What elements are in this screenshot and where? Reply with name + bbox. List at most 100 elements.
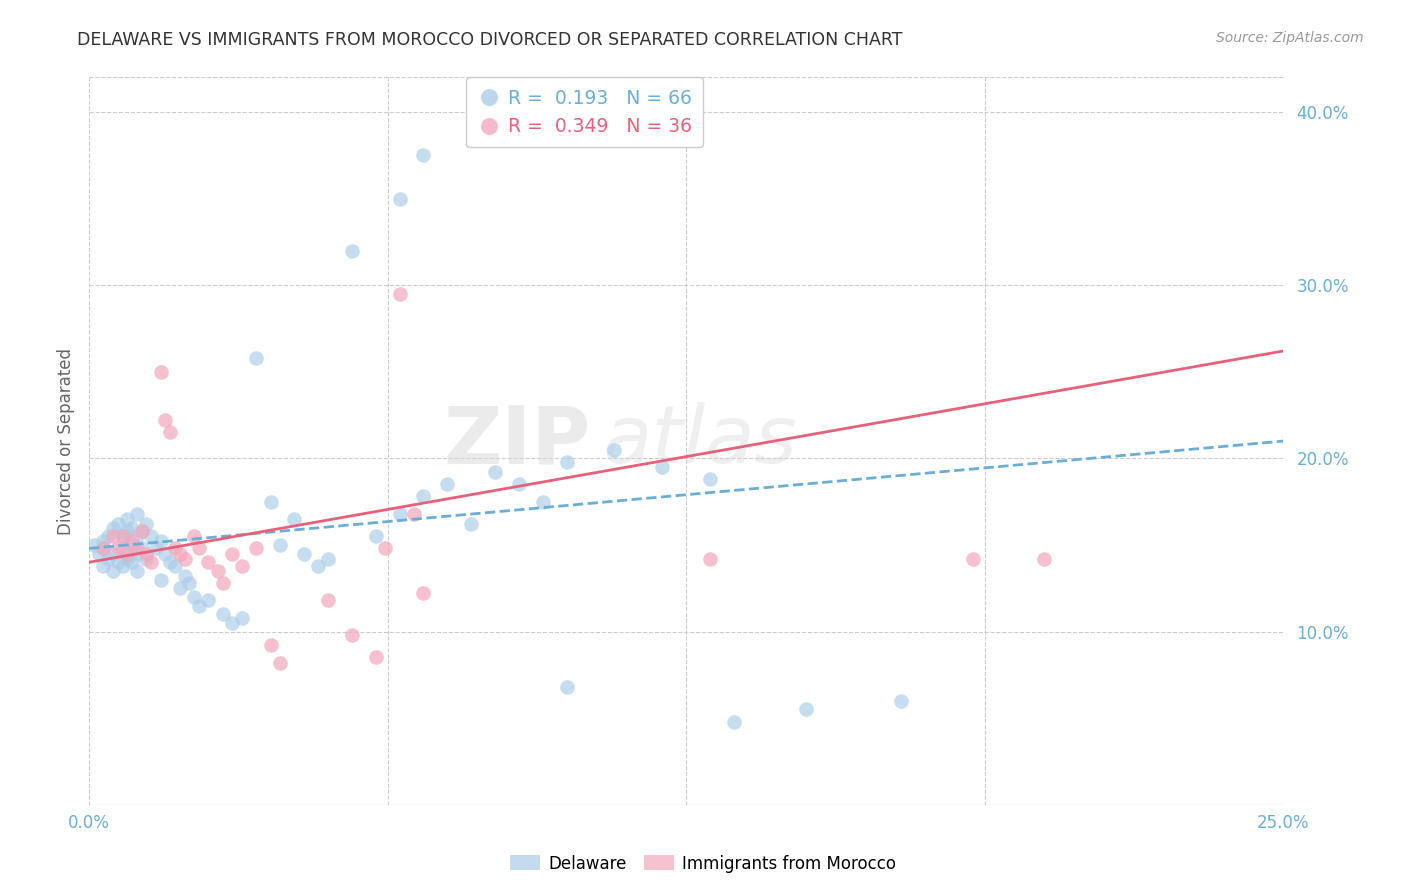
- Point: [231, 610, 253, 624]
- Point: [412, 148, 434, 162]
- Point: [155, 547, 177, 561]
- Point: [107, 541, 129, 556]
- Point: [484, 465, 506, 479]
- Point: [412, 586, 434, 600]
- Point: [163, 541, 186, 556]
- Point: [283, 512, 305, 526]
- Point: [117, 524, 139, 538]
- Point: [93, 541, 115, 556]
- Point: [97, 551, 120, 566]
- Point: [117, 551, 139, 566]
- Point: [135, 551, 157, 566]
- Point: [340, 628, 363, 642]
- Point: [890, 694, 912, 708]
- Point: [125, 547, 148, 561]
- Point: [93, 534, 115, 549]
- Point: [388, 192, 411, 206]
- Point: [699, 472, 721, 486]
- Point: [508, 477, 530, 491]
- Point: [436, 477, 458, 491]
- Point: [111, 541, 134, 556]
- Text: ZIP: ZIP: [443, 402, 591, 480]
- Point: [555, 455, 578, 469]
- Point: [388, 507, 411, 521]
- Legend: R =  0.193   N = 66, R =  0.349   N = 36: R = 0.193 N = 66, R = 0.349 N = 36: [467, 78, 703, 147]
- Point: [187, 541, 209, 556]
- Point: [723, 714, 745, 729]
- Point: [107, 555, 129, 569]
- Point: [141, 555, 163, 569]
- Point: [125, 541, 148, 556]
- Point: [245, 351, 267, 365]
- Point: [269, 656, 291, 670]
- Point: [125, 507, 148, 521]
- Point: [460, 517, 482, 532]
- Point: [259, 639, 281, 653]
- Point: [179, 576, 201, 591]
- Point: [245, 541, 267, 556]
- Point: [135, 547, 157, 561]
- Point: [121, 538, 143, 552]
- Point: [131, 524, 153, 538]
- Point: [173, 569, 195, 583]
- Point: [651, 460, 673, 475]
- Point: [292, 547, 315, 561]
- Point: [699, 551, 721, 566]
- Point: [173, 551, 195, 566]
- Point: [159, 555, 181, 569]
- Point: [117, 547, 139, 561]
- Point: [135, 517, 157, 532]
- Point: [364, 529, 387, 543]
- Point: [149, 365, 172, 379]
- Point: [107, 517, 129, 532]
- Point: [83, 538, 105, 552]
- Point: [340, 244, 363, 258]
- Point: [101, 521, 124, 535]
- Point: [211, 607, 233, 622]
- Point: [307, 558, 329, 573]
- Point: [269, 538, 291, 552]
- Point: [211, 576, 233, 591]
- Point: [169, 547, 191, 561]
- Point: [101, 529, 124, 543]
- Point: [87, 547, 110, 561]
- Point: [555, 680, 578, 694]
- Point: [316, 551, 339, 566]
- Point: [221, 547, 243, 561]
- Point: [197, 593, 219, 607]
- Point: [101, 547, 124, 561]
- Point: [316, 593, 339, 607]
- Point: [412, 490, 434, 504]
- Point: [402, 507, 425, 521]
- Point: [794, 702, 817, 716]
- Point: [207, 564, 229, 578]
- Point: [1033, 551, 1056, 566]
- Point: [125, 529, 148, 543]
- Point: [93, 558, 115, 573]
- Point: [259, 494, 281, 508]
- Point: [531, 494, 554, 508]
- Point: [149, 573, 172, 587]
- Point: [101, 564, 124, 578]
- Point: [374, 541, 396, 556]
- Point: [117, 512, 139, 526]
- Point: [121, 521, 143, 535]
- Point: [131, 541, 153, 556]
- Point: [221, 615, 243, 630]
- Y-axis label: Divorced or Separated: Divorced or Separated: [58, 348, 75, 534]
- Point: [111, 529, 134, 543]
- Point: [962, 551, 984, 566]
- Point: [159, 425, 181, 440]
- Point: [603, 442, 626, 457]
- Point: [183, 590, 205, 604]
- Point: [187, 599, 209, 613]
- Text: atlas: atlas: [603, 402, 797, 480]
- Point: [121, 534, 143, 549]
- Point: [93, 541, 115, 556]
- Point: [97, 529, 120, 543]
- Point: [149, 534, 172, 549]
- Point: [111, 529, 134, 543]
- Point: [231, 558, 253, 573]
- Point: [141, 529, 163, 543]
- Text: Source: ZipAtlas.com: Source: ZipAtlas.com: [1216, 31, 1364, 45]
